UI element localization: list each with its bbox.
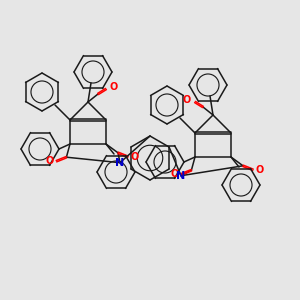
Text: N: N: [176, 171, 186, 181]
Text: O: O: [45, 156, 53, 166]
Text: O: O: [110, 82, 118, 92]
Text: N: N: [116, 158, 124, 168]
Text: O: O: [183, 95, 191, 105]
Text: O: O: [256, 165, 264, 175]
Text: O: O: [131, 152, 139, 162]
Text: O: O: [170, 169, 178, 179]
